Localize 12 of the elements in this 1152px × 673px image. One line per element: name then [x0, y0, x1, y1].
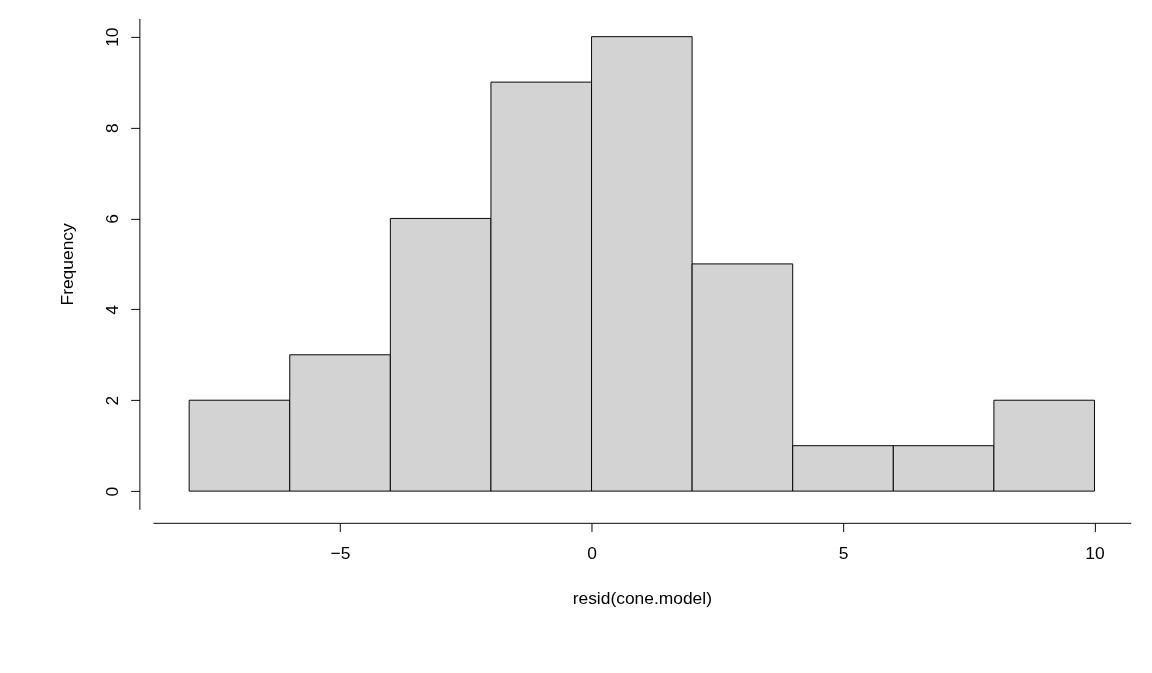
x-tick-label: 5 — [838, 543, 849, 564]
y-tick-label: 2 — [101, 395, 122, 406]
y-axis-title: Frequency — [57, 222, 78, 306]
x-tick-label: −5 — [330, 543, 351, 564]
x-axis-title: resid(cone.model) — [572, 587, 712, 608]
x-tick-label: 10 — [1085, 543, 1105, 564]
y-tick-label: 8 — [101, 123, 122, 133]
y-tick-label: 4 — [101, 304, 122, 315]
y-tick-label: 0 — [101, 486, 122, 497]
y-tick-label: 6 — [101, 214, 122, 224]
y-tick-label: 10 — [101, 27, 122, 47]
x-tick-label: 0 — [587, 543, 597, 564]
